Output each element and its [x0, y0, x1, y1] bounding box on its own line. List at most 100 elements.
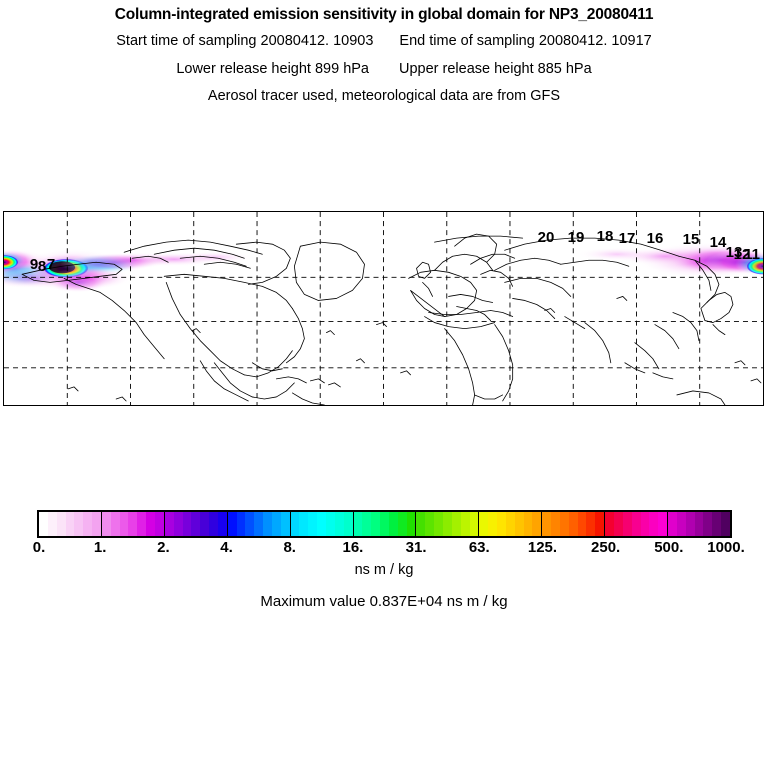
colorbar-step — [649, 512, 659, 536]
colorbar-step — [658, 512, 668, 536]
colorbar-segment — [101, 512, 165, 536]
colorbar-step — [469, 512, 479, 536]
colorbar-step — [353, 512, 363, 536]
colorbar-step — [334, 512, 344, 536]
colorbar-step — [56, 512, 66, 536]
upper-release-height-text: Upper release height 885 hPa — [399, 61, 592, 77]
map-graticule — [4, 212, 763, 405]
colorbar-step — [406, 512, 416, 536]
colorbar-step — [631, 512, 641, 536]
colorbar-step — [685, 512, 695, 536]
trajectory-day-label: 13 — [726, 244, 743, 261]
colorbar-step — [101, 512, 111, 536]
colorbar-tick-labels: 0. 1. 2. 4. 8. 16. 31. 63. 125. 250. 500. 1000. — [0, 539, 768, 559]
colorbar-segment — [479, 512, 543, 536]
colorbar-step — [271, 512, 281, 536]
colorbar-step — [92, 512, 101, 536]
colorbar-segment — [668, 512, 730, 536]
colorbar-step — [542, 512, 552, 536]
colorbar-step — [694, 512, 704, 536]
trajectory-day-label: 17 — [619, 230, 636, 247]
colorbar-step — [65, 512, 75, 536]
colorbar-step — [380, 512, 389, 536]
colorbar-tick-label: 0. — [32, 539, 46, 556]
colorbar-step — [164, 512, 174, 536]
colorbar-step — [488, 512, 498, 536]
colorbar-segment — [416, 512, 480, 536]
colorbar-tick-label: 1000. — [707, 539, 745, 556]
colorbar-step — [191, 512, 201, 536]
colorbar-step — [236, 512, 246, 536]
colorbar-tick-label: 63. — [468, 539, 490, 556]
trajectory-day-label: 16 — [647, 230, 664, 247]
colorbar-step — [559, 512, 569, 536]
release-height-row: Lower release height 899 hPa Upper releas… — [0, 61, 768, 77]
colorbar-segment — [605, 512, 669, 536]
colorbar-step — [137, 512, 147, 536]
trajectory-day-label: 9 — [30, 256, 38, 273]
colorbar-step — [74, 512, 84, 536]
colorbar-step — [416, 512, 426, 536]
colorbar-segment — [353, 512, 417, 536]
sampling-time-row: Start time of sampling 20080412. 10903 En… — [0, 33, 768, 49]
colorbar-step — [551, 512, 560, 536]
colorbar-tick-label: 125. — [527, 539, 558, 556]
colorbar-step — [263, 512, 272, 536]
colorbar-step — [83, 512, 93, 536]
map-plot-area: 20 19 18 17 16 15 14 13 12 11 9 8 7 — [3, 211, 764, 406]
colorbar-tick-label: 500. — [654, 539, 684, 556]
colorbar-step — [200, 512, 210, 536]
trajectory-day-label: 20 — [538, 229, 555, 246]
colorbar-step — [451, 512, 461, 536]
colorbar-step — [397, 512, 407, 536]
trajectory-day-label: 11 — [744, 246, 760, 263]
colorbar-step — [721, 512, 730, 536]
colorbar-step — [532, 512, 542, 536]
colorbar-step — [280, 512, 290, 536]
colorbar-step — [460, 512, 470, 536]
trajectory-day-label: 8 — [38, 258, 46, 275]
colorbar-tick-label: 16. — [342, 539, 364, 556]
trajectory-day-label: 18 — [597, 228, 614, 245]
lower-release-height-text: Lower release height 899 hPa — [176, 61, 369, 77]
tracer-meteorology-text: Aerosol tracer used, meteorological data… — [207, 88, 561, 104]
colorbar-segment — [290, 512, 354, 536]
start-time-text: Start time of sampling 20080412. 10903 — [116, 33, 374, 49]
colorbar-unit-label: ns m / kg — [354, 562, 414, 578]
colorbar-step — [245, 512, 255, 536]
colorbar-tick-label: 250. — [591, 539, 621, 556]
colorbar-step — [47, 512, 57, 536]
colorbar-segment — [542, 512, 606, 536]
colorbar-step — [676, 512, 686, 536]
colorbar-step — [595, 512, 605, 536]
trajectory-day-label: 7 — [47, 256, 55, 273]
colorbar-step — [479, 512, 489, 536]
colorbar-step — [227, 512, 237, 536]
colorbar-step — [290, 512, 300, 536]
colorbar-step — [434, 512, 443, 536]
colorbar-step — [317, 512, 326, 536]
trajectory-day-label: 15 — [683, 231, 700, 248]
colorbar-step — [154, 512, 164, 536]
colorbar-step — [182, 512, 192, 536]
colorbar-step — [110, 512, 120, 536]
end-time-text: End time of sampling 20080412. 10917 — [399, 33, 652, 49]
colorbar-step — [326, 512, 335, 536]
colorbar-step — [712, 512, 722, 536]
colorbar-step — [568, 512, 578, 536]
colorbar-step — [362, 512, 372, 536]
colorbar-step — [497, 512, 506, 536]
colorbar-tick-label: 2. — [157, 539, 170, 556]
colorbar-step — [605, 512, 614, 536]
colorbar-step — [388, 512, 398, 536]
colorbar-tick-label: 8. — [283, 539, 296, 556]
colorbar-segment — [227, 512, 291, 536]
colorbar-step — [343, 512, 353, 536]
figure-title: Column-integrated emission sensitivity i… — [114, 6, 654, 23]
colorbar-step — [577, 512, 587, 536]
colorbar-step — [442, 512, 452, 536]
trajectory-day-label: 19 — [568, 229, 585, 246]
colorbar-step — [173, 512, 183, 536]
colorbar-step — [614, 512, 623, 536]
colorbar-step — [128, 512, 138, 536]
